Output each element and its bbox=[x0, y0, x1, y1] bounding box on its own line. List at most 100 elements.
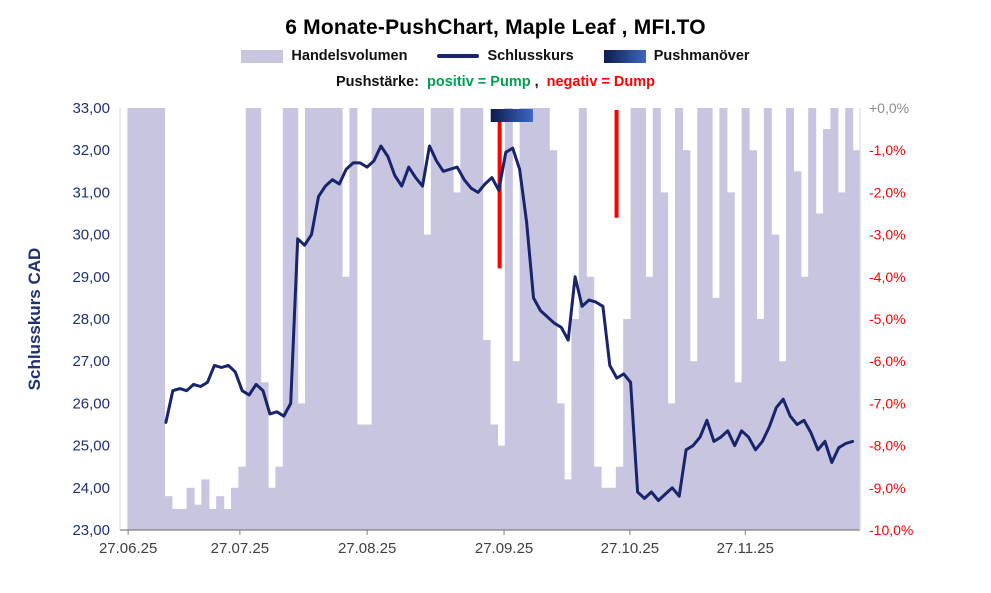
y-right-tick-label: -2,0% bbox=[869, 184, 906, 200]
volume-bar bbox=[638, 108, 646, 530]
y-left-tick-label: 26,00 bbox=[72, 395, 110, 412]
volume-bar bbox=[142, 108, 151, 530]
volume-bar bbox=[675, 108, 683, 530]
volume-bar bbox=[527, 108, 535, 530]
x-tick-label: 27.08.25 bbox=[338, 540, 396, 557]
x-tick-label: 27.11.25 bbox=[717, 540, 774, 557]
volume-bar bbox=[852, 150, 861, 530]
subtitle-positive: positiv = Pump bbox=[427, 74, 531, 90]
volume-bar bbox=[245, 108, 254, 530]
volume-bar bbox=[386, 108, 395, 530]
legend-item-push: Pushmanöver bbox=[603, 48, 750, 64]
volume-bar bbox=[771, 234, 780, 530]
volume-bar bbox=[756, 319, 765, 530]
y-left-tick-label: 30,00 bbox=[72, 227, 110, 244]
volume-bar bbox=[608, 487, 617, 530]
volume-bar bbox=[401, 108, 410, 530]
volume-bar bbox=[682, 150, 691, 530]
volume-bar bbox=[482, 340, 491, 530]
volume-bar bbox=[549, 150, 558, 530]
legend: Handelsvolumen Schlusskurs Pushmanöver bbox=[0, 48, 991, 64]
volume-bar bbox=[312, 108, 321, 530]
push-swatch bbox=[603, 49, 646, 63]
volume-bar bbox=[216, 496, 225, 530]
legend-item-volume: Handelsvolumen bbox=[241, 48, 407, 64]
y-left-tick-label: 25,00 bbox=[72, 438, 110, 455]
close-line bbox=[164, 144, 855, 502]
volume-bar bbox=[630, 108, 639, 530]
legend-volume-label: Handelsvolumen bbox=[291, 48, 408, 64]
y-right-tick-label: -1,0% bbox=[869, 142, 906, 158]
volume-bar bbox=[578, 108, 587, 530]
push-band bbox=[490, 109, 533, 122]
x-tick-label: 27.06.25 bbox=[99, 540, 157, 557]
volume-bar bbox=[586, 276, 595, 530]
volume-bar bbox=[601, 487, 609, 530]
volume-bar bbox=[512, 361, 521, 530]
push-strength-note: Pushstärke: positiv = Pump, negativ = Du… bbox=[0, 74, 991, 90]
volume-bar bbox=[282, 108, 291, 530]
volume-bar bbox=[253, 108, 262, 530]
volume-bar bbox=[393, 108, 402, 530]
y-right-tick-label: -9,0% bbox=[869, 480, 906, 496]
volume-bar bbox=[157, 108, 165, 530]
volume-bar bbox=[430, 108, 439, 530]
y-left-tick-label: 32,00 bbox=[72, 142, 110, 159]
volume-bar bbox=[423, 234, 432, 530]
volume-bar bbox=[645, 276, 654, 530]
volume-bar bbox=[208, 508, 217, 530]
subtitle-negative: negativ = Dump bbox=[546, 74, 656, 90]
volume-bar bbox=[837, 192, 846, 530]
volume-bar bbox=[364, 424, 373, 530]
y-right-tick-label: -5,0% bbox=[869, 311, 906, 327]
volume-bar bbox=[194, 504, 202, 530]
volume-bar bbox=[845, 108, 854, 530]
legend-push-label: Pushmanöver bbox=[653, 48, 750, 64]
volume-bar bbox=[660, 192, 669, 530]
volume-bar bbox=[275, 466, 284, 530]
volume-bar bbox=[460, 108, 469, 530]
volume-bar bbox=[260, 382, 269, 530]
volume-bar bbox=[349, 108, 358, 530]
y-right-tick-label: -7,0% bbox=[869, 395, 906, 411]
volume-bar bbox=[712, 297, 720, 530]
close-series bbox=[164, 144, 855, 502]
y-right-tick-label: -6,0% bbox=[869, 353, 906, 369]
y-left-tick-label: 33,00 bbox=[72, 100, 110, 117]
volume-bar bbox=[704, 108, 713, 530]
y-left-tick-label: 28,00 bbox=[72, 311, 110, 328]
y-right-tick-label: -10,0% bbox=[869, 522, 913, 538]
volume-bar bbox=[815, 213, 824, 530]
volume-bar bbox=[416, 108, 424, 530]
close-line-swatch bbox=[437, 54, 480, 58]
legend-close-label: Schlusskurs bbox=[487, 48, 574, 64]
volume-bar bbox=[726, 192, 735, 530]
volume-bar bbox=[541, 108, 550, 530]
volume-bar bbox=[519, 108, 528, 530]
volume-bar bbox=[445, 108, 454, 530]
x-tick-label: 27.07.25 bbox=[211, 540, 269, 557]
legend-item-close: Schlusskurs bbox=[437, 48, 574, 64]
volume-bar bbox=[231, 487, 239, 530]
volume-bar bbox=[564, 479, 572, 530]
y-right-tick-label: -8,0% bbox=[869, 438, 906, 454]
volume-bar bbox=[556, 403, 565, 530]
y-left-tick-label: 23,00 bbox=[72, 522, 110, 539]
volume-bar bbox=[171, 508, 180, 530]
volume-bar bbox=[667, 403, 676, 530]
chart-title: 6 Monate-PushChart, Maple Leaf , MFI.TO bbox=[285, 16, 706, 39]
volume-bar bbox=[453, 192, 461, 530]
volume-bar bbox=[438, 108, 447, 530]
volume-bar bbox=[164, 496, 173, 530]
volume-bar bbox=[305, 108, 313, 530]
volume-bar bbox=[238, 466, 247, 530]
volume-bar bbox=[615, 466, 624, 530]
volume-bar bbox=[134, 108, 143, 530]
volume-bar bbox=[268, 487, 276, 530]
y-right-tick-label: -3,0% bbox=[869, 227, 906, 243]
volume-bar bbox=[734, 382, 743, 530]
axis-ticks-and-labels: 33,00 32,00 31,00 30,00 29,00 28,00 27,00 26,00… bbox=[72, 100, 913, 557]
volume-bar bbox=[179, 508, 188, 530]
volume-bar bbox=[467, 108, 476, 530]
